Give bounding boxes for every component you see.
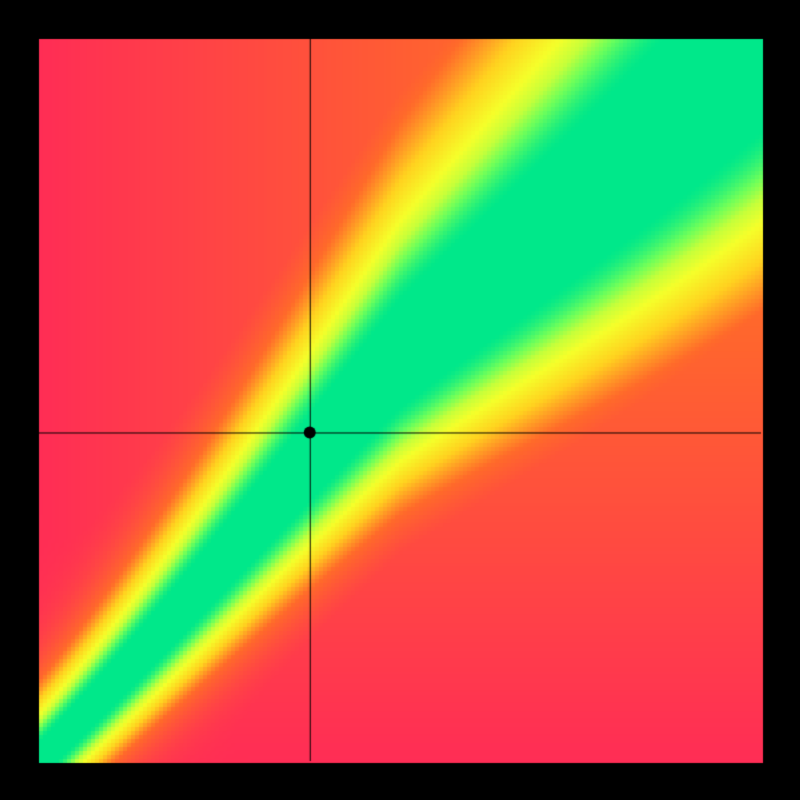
bottleneck-heatmap — [0, 0, 800, 800]
chart-container: TheBottleneck.com — [0, 0, 800, 800]
